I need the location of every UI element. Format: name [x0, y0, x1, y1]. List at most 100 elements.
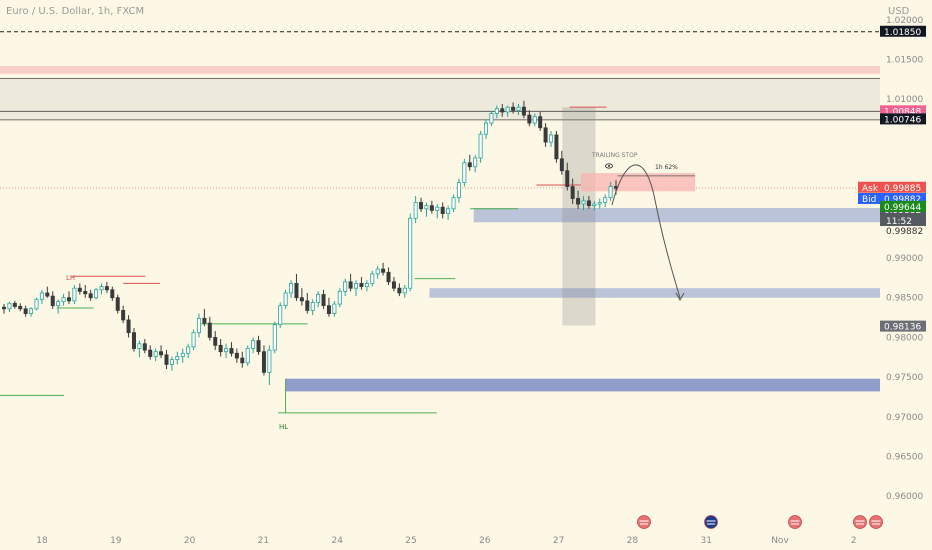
countdown-label: 11:52 [886, 217, 912, 227]
candle-body [153, 351, 158, 357]
candle [45, 286, 50, 298]
candle-body [245, 348, 250, 364]
candle [586, 196, 591, 209]
candle-body [456, 182, 461, 199]
candle-body [272, 324, 277, 351]
candle-body [321, 294, 326, 307]
candle-body [29, 308, 34, 314]
candle [397, 283, 402, 297]
candle-body [267, 349, 272, 373]
candle [7, 301, 12, 312]
candle-body [386, 271, 391, 283]
candle-body [316, 294, 321, 303]
candle-body [484, 122, 489, 135]
candle-body [39, 292, 44, 300]
candle [218, 338, 223, 357]
candle-body [435, 206, 440, 211]
candle [549, 130, 554, 147]
candle [88, 289, 93, 301]
candle-body [299, 297, 304, 302]
price-tag-bg [880, 25, 926, 37]
price-tag-0: 1.01850 [880, 25, 926, 38]
candle [521, 100, 526, 119]
candle-body [131, 332, 136, 349]
candle [581, 196, 586, 211]
candle [267, 345, 272, 386]
candle [61, 293, 66, 306]
candle [261, 345, 266, 376]
candle [478, 130, 483, 163]
candle-body [289, 283, 294, 294]
y-tick-label-1: 1.01500 [886, 56, 923, 66]
x-tick-label-5: 25 [405, 536, 416, 546]
price-tag-side-label: Bid [862, 195, 876, 205]
currency-label: USD [888, 6, 910, 17]
candle-body [213, 337, 218, 346]
candle-body [549, 134, 554, 143]
candle [370, 270, 375, 287]
candle [2, 304, 7, 314]
candle-body [559, 158, 564, 172]
candle [305, 292, 310, 314]
candle [413, 196, 418, 224]
candle-body [175, 356, 180, 361]
candle-body [283, 292, 288, 307]
countdown-bg [880, 214, 926, 226]
candle [23, 305, 28, 317]
x-tick-label-9: 31 [700, 536, 711, 546]
candle [175, 351, 180, 365]
price-tag-value: 0.99644 [884, 203, 921, 213]
candle-body [294, 283, 299, 299]
price-tag-side-bg [858, 192, 880, 204]
candle-body [310, 302, 315, 311]
candle [554, 130, 559, 163]
price-tag-bg [880, 192, 926, 204]
candle-body [186, 346, 191, 354]
candle-body [50, 295, 55, 307]
candle [359, 277, 364, 290]
candle [570, 178, 575, 205]
candle [34, 297, 39, 311]
price-tag-bg [880, 320, 926, 332]
candle [565, 162, 570, 191]
candle [115, 294, 120, 314]
price-tag-side-bg [858, 181, 880, 193]
candle-body [164, 354, 169, 365]
price-tag-value: 0.99885 [884, 184, 921, 194]
candle-body [397, 287, 402, 294]
candle-body [66, 297, 71, 302]
candle-body [511, 106, 516, 111]
price-tag-4: Bid 0.99882 [858, 192, 926, 205]
candle-body [56, 301, 61, 307]
candle-body [440, 206, 445, 214]
candle-body [370, 273, 375, 284]
x-tick-label-1: 19 [110, 536, 122, 546]
candle [451, 194, 456, 212]
y-tick-label-2: 1.01000 [886, 95, 923, 105]
candle-body [532, 116, 537, 124]
candle-body [608, 186, 613, 199]
candle [294, 273, 299, 301]
candle [440, 202, 445, 219]
candle-body [581, 200, 586, 205]
candle-body [159, 351, 164, 356]
candle-body [202, 317, 207, 324]
candle-body [467, 162, 472, 168]
price-tag-value: 1.01850 [884, 28, 921, 38]
candle [446, 205, 451, 220]
candle [278, 302, 283, 328]
candle [251, 337, 256, 354]
candle-body [494, 108, 499, 114]
candle [408, 213, 413, 292]
candle-body [592, 203, 597, 207]
x-tick-label-3: 21 [258, 536, 269, 546]
candle-body [326, 305, 331, 314]
candle-body [446, 208, 451, 214]
y-tick-label-9: 0.96500 [886, 452, 923, 462]
x-tick-label-2: 20 [184, 536, 196, 546]
candle [516, 104, 521, 116]
candle [229, 342, 234, 357]
candle [104, 281, 109, 293]
